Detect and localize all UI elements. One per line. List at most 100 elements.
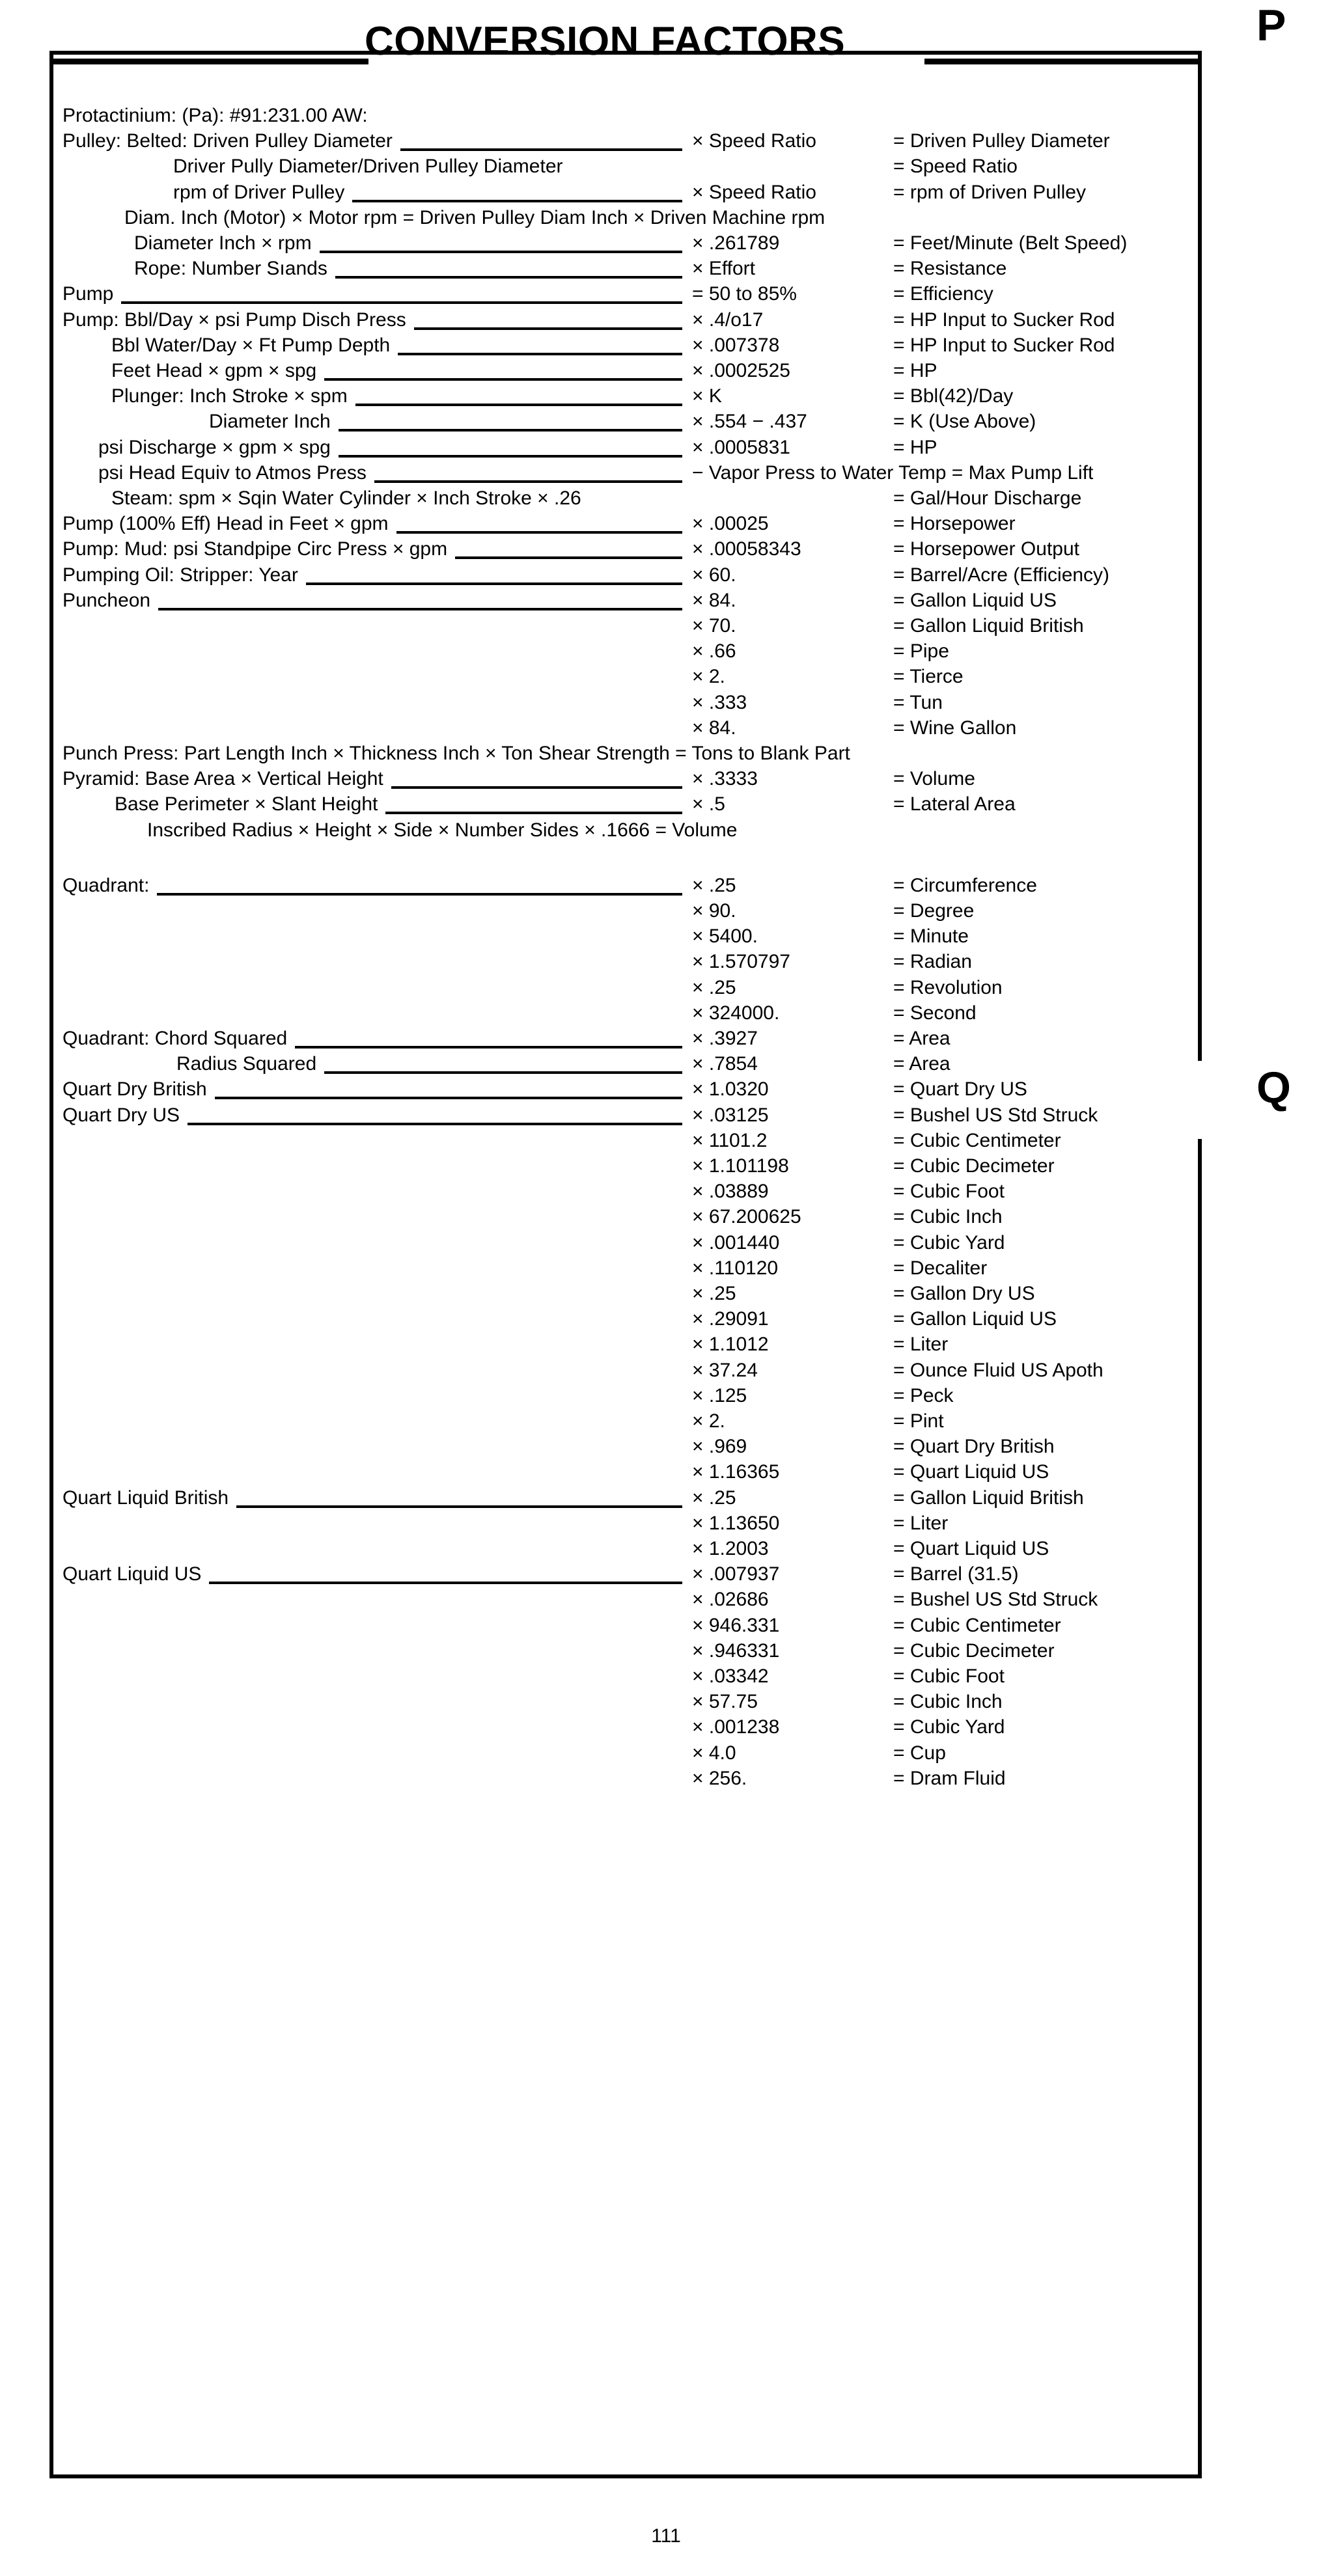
row-label: Steam: spm × Sqin Water Cylinder × Inch … <box>111 487 581 509</box>
row-result: = Cubic Yard <box>893 1231 1005 1254</box>
row-result: = Minute <box>893 925 969 948</box>
row-result: = Revolution <box>893 976 1003 998</box>
conversion-row: × .25 = Gallon Dry US <box>0 1281 1332 1307</box>
row-result: = Bbl(42)/Day <box>893 385 1014 407</box>
row-multiplier: × .25 <box>692 874 736 896</box>
leader-rule <box>352 199 682 202</box>
conversion-row: Quart Dry US × .03125 = Bushel US Std Stru… <box>0 1103 1332 1129</box>
conversion-row: × .946331 = Cubic Decimeter <box>0 1638 1332 1664</box>
row-result: = Barrel (31.5) <box>893 1563 1019 1585</box>
row-result: = Liter <box>893 1512 949 1534</box>
row-result: = Ounce Fluid US Apoth <box>893 1359 1103 1381</box>
conversion-row: Puncheon × 84. = Gallon Liquid US <box>0 588 1332 614</box>
letter-tab-q: Q <box>1256 1063 1291 1112</box>
conversion-row: Pump = 50 to 85% = Efficiency <box>0 281 1332 307</box>
row-result: = Cubic Centimeter <box>893 1129 1061 1151</box>
row-multiplier: × Speed Ratio <box>692 130 816 152</box>
row-result: = Quart Dry British <box>893 1436 1055 1458</box>
row-result: = Gallon Liquid British <box>893 615 1084 637</box>
leader-rule <box>391 786 682 789</box>
row-result: = Gallon Liquid US <box>893 1308 1057 1330</box>
row-label: Pyramid: Base Area × Vertical Height <box>62 768 383 790</box>
row-result: = Gallon Liquid British <box>893 1487 1084 1509</box>
conversion-row: Quart Liquid US × .007937 = Barrel (31.5) <box>0 1561 1332 1587</box>
row-label: Quart Liquid British <box>62 1487 229 1509</box>
row-result: = Speed Ratio <box>893 156 1018 178</box>
conversion-row: × 1.101198 = Cubic Decimeter <box>0 1153 1332 1179</box>
row-result: = Area <box>893 1028 950 1049</box>
conversion-row: × .66 = Pipe <box>0 638 1332 665</box>
conversion-row: × 57.75 = Cubic Inch <box>0 1689 1332 1715</box>
row-multiplier: × 2. <box>692 1410 725 1432</box>
letter-tab-p: P <box>1256 1 1286 50</box>
row-multiplier: × .261789 <box>692 232 780 254</box>
conversion-row: × 4.0 = Cup <box>0 1740 1332 1766</box>
row-multiplier: × 1.570797 <box>692 951 790 973</box>
row-result: = Tierce <box>893 666 964 688</box>
row-multiplier: × .29091 <box>692 1308 769 1330</box>
row-multiplier: × .946331 <box>692 1639 780 1662</box>
conversion-row: Pump (100% Eff) Head in Feet × gpm × .000… <box>0 511 1332 537</box>
leader-rule <box>214 1097 682 1100</box>
conversion-row: × .03889 = Cubic Foot <box>0 1179 1332 1205</box>
row-result: = Driven Pulley Diameter <box>893 130 1110 152</box>
row-label: Pump: Mud: psi Standpipe Circ Press × gp… <box>62 538 448 560</box>
row-multiplier: × 4.0 <box>692 1742 736 1764</box>
conversion-row: psi Head Equiv to Atmos Press − Vapor Pre… <box>0 460 1332 486</box>
row-label: Puncheon <box>62 589 151 611</box>
leader-rule <box>374 480 682 483</box>
row-multiplier: × 67.200625 <box>692 1206 801 1228</box>
leader-rule <box>121 301 682 305</box>
frame-notch-q <box>1197 1061 1210 1139</box>
row-result: = Feet/Minute (Belt Speed) <box>893 232 1128 254</box>
row-multiplier: × Speed Ratio <box>692 181 816 203</box>
row-multiplier: × 1.16365 <box>692 1461 780 1483</box>
leader-rule <box>398 352 682 355</box>
conversion-row: × 1.570797 = Radian <box>0 949 1332 975</box>
conversion-row: Diameter Inch × rpm × .261789 = Feet/Minut… <box>0 230 1332 256</box>
conversion-row: × 2. = Pint <box>0 1408 1332 1434</box>
row-multiplier: × .3927 <box>692 1028 758 1049</box>
row-multiplier: × .007937 <box>692 1563 780 1585</box>
conversion-row: × .110120 = Decaliter <box>0 1255 1332 1281</box>
row-result: = Peck <box>893 1384 954 1406</box>
leader-rule <box>324 378 682 381</box>
conversion-row: × 1.1012 = Liter <box>0 1332 1332 1358</box>
row-multiplier: × .5 <box>692 793 725 815</box>
row-label: Radius Squared <box>176 1053 317 1075</box>
row-text: Protactinium: (Pa): #91:231.00 AW: <box>62 105 368 126</box>
row-multiplier: × 84. <box>692 589 736 611</box>
row-multiplier: × .00025 <box>692 513 769 535</box>
conversion-row: × 70. = Gallon Liquid British <box>0 613 1332 639</box>
conversion-row: Bbl Water/Day × Ft Pump Depth × .007378 = … <box>0 333 1332 359</box>
row-multiplier: × Effort <box>692 258 756 280</box>
row-multiplier: × .03125 <box>692 1104 769 1126</box>
conversion-row: Rope: Number Sıands × Effort = Resistance <box>0 256 1332 282</box>
conversion-row: Base Perimeter × Slant Height × .5 = Later… <box>0 791 1332 817</box>
conversion-row: Steam: spm × Sqin Water Cylinder × Inch … <box>0 486 1332 512</box>
leader-rule <box>324 1071 682 1075</box>
row-result: = HP <box>893 436 937 458</box>
conversion-row: rpm of Driver Pulley × Speed Ratio = rpm o… <box>0 180 1332 206</box>
row-result: = Degree <box>893 900 975 922</box>
row-multiplier: × .7854 <box>692 1053 758 1075</box>
row-multiplier: × 90. <box>692 900 736 922</box>
row-label: Diameter Inch <box>209 411 331 433</box>
row-label: Pulley: Belted: Driven Pulley Diameter <box>62 130 393 152</box>
conversion-row: Driver Pully Diameter/Driven Pulley Diam… <box>0 154 1332 180</box>
leader-rule <box>455 556 682 560</box>
row-result: = Quart Dry US <box>893 1078 1027 1101</box>
row-result: = Cubic Yard <box>893 1716 1005 1738</box>
leader-rule <box>305 582 682 585</box>
row-result: = Cubic Decimeter <box>893 1639 1055 1662</box>
row-label: Driver Pully Diameter/Driven Pulley Diam… <box>173 156 563 178</box>
row-result: = Bushel US Std Struck <box>893 1589 1098 1611</box>
row-multiplier: × .001440 <box>692 1231 780 1254</box>
row-result: = Cubic Foot <box>893 1665 1005 1687</box>
row-result: = Cubic Centimeter <box>893 1614 1061 1636</box>
row-result: = Radian <box>893 951 972 973</box>
page-number: 111 <box>651 2525 681 2547</box>
conversion-row: Diam. Inch (Motor) × Motor rpm = Driven … <box>0 205 1332 231</box>
row-multiplier: × .3333 <box>692 768 758 790</box>
